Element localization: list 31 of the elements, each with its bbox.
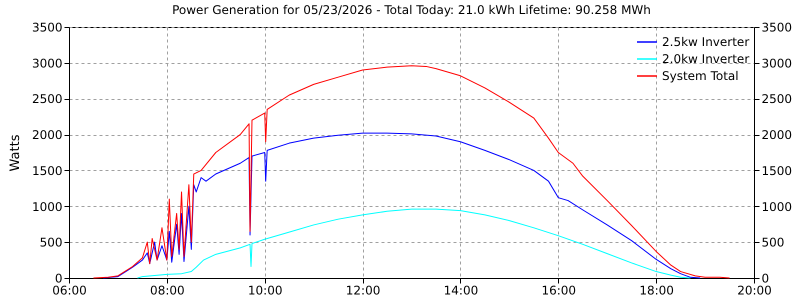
y2-tick-label: 3000 — [762, 56, 792, 70]
x-tick-label: 12:00 — [346, 284, 380, 298]
y-tick-label: 2500 — [32, 92, 62, 106]
x-tick-label: 10:00 — [248, 284, 283, 298]
x-tick-label: 16:00 — [541, 284, 576, 298]
chart-title: Power Generation for 05/23/2026 - Total Today: 21.0 kWh Lifetime: 90.258 MWh — [172, 3, 651, 17]
x-tick-label: 20:00 — [737, 284, 772, 298]
y-axis-title: Watts — [8, 134, 23, 172]
y-tick-label: 0 — [54, 272, 62, 286]
y-tick-label: 2000 — [32, 128, 62, 142]
legend-label: System Total — [662, 69, 739, 83]
y2-tick-label: 500 — [762, 236, 784, 250]
line-series — [137, 208, 691, 278]
y2-tick-label: 2000 — [762, 128, 792, 142]
y2-tick-label: 1000 — [762, 200, 792, 214]
x-tick-label: 08:00 — [150, 284, 185, 298]
y-tick-label: 3000 — [32, 56, 62, 70]
x-tick-label: 14:00 — [444, 284, 478, 298]
y2-tick-label: 2500 — [762, 92, 792, 106]
y-tick-label: 500 — [40, 236, 62, 250]
y2-tick-label: 3500 — [762, 20, 792, 34]
legend-label: 2.5kw Inverter — [662, 35, 750, 49]
y-tick-label: 3500 — [32, 20, 62, 34]
y-tick-label: 1500 — [32, 164, 62, 178]
legend-label: 2.0kw Inverter — [662, 52, 750, 66]
y2-tick-label: 1500 — [762, 164, 792, 178]
x-tick-label: 06:00 — [52, 284, 87, 298]
y-tick-label: 1000 — [32, 200, 62, 214]
y2-tick-label: 0 — [762, 272, 770, 286]
line-series — [102, 132, 701, 278]
x-tick-label: 18:00 — [639, 284, 674, 298]
